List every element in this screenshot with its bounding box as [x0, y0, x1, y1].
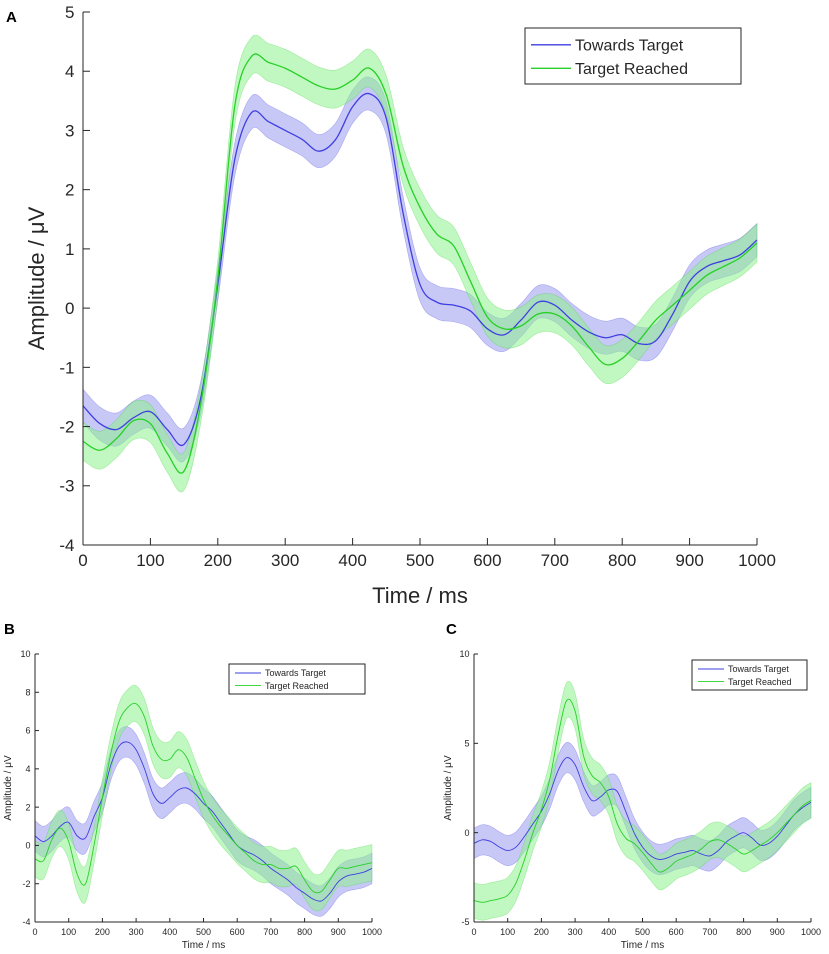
x-tick-label-b: 100 — [61, 927, 76, 937]
y-tick-label-a: -4 — [59, 536, 74, 555]
y-tick-label-a: -2 — [59, 418, 74, 437]
x-tick-label-a: 900 — [675, 551, 703, 570]
x-axis-label-b: Time / ms — [182, 940, 226, 951]
legend-box-a — [524, 27, 742, 85]
x-axis-label-a: Time / ms — [372, 583, 468, 608]
y-tick-label-c: -5 — [461, 917, 469, 927]
series-band-b-1 — [34, 684, 373, 912]
y-tick-label-a: 3 — [65, 121, 74, 140]
panel-label-a: A — [6, 9, 17, 26]
x-tick-label-a: 600 — [473, 551, 501, 570]
series-line-b-1 — [34, 702, 373, 894]
x-tick-label-c: 700 — [702, 927, 717, 937]
x-tick-label-c: 500 — [635, 927, 650, 937]
x-tick-label-b: 300 — [129, 927, 144, 937]
y-tick-label-b: 8 — [25, 687, 30, 697]
x-tick-label-a: 0 — [78, 551, 87, 570]
y-tick-label-b: 6 — [25, 726, 30, 736]
chart-c: 0 100 200 300 400 500 600 700 800 900 1000-50510Ti… — [443, 649, 821, 951]
y-tick-label-b: 4 — [25, 764, 30, 774]
x-tick-label-c: 600 — [669, 927, 684, 937]
series-band-c-1 — [473, 681, 812, 921]
series-line-b-0 — [34, 741, 373, 902]
x-tick-label-a: 400 — [338, 551, 366, 570]
x-tick-label-a: 200 — [204, 551, 232, 570]
y-axis-label-b: Amplitude / μV — [3, 755, 14, 821]
series-line-a-1 — [82, 53, 758, 474]
legend-label-a-0: Towards Target — [575, 38, 684, 55]
panel-label-c: C — [446, 621, 457, 638]
y-tick-label-b: -2 — [22, 879, 30, 889]
legend-b: Towards Target Target Reached — [228, 663, 366, 695]
legend-label-b-1: Target Reached — [265, 681, 329, 691]
y-tick-label-c: 0 — [464, 828, 469, 838]
series-band-a-1 — [82, 34, 758, 493]
x-tick-label-a: 700 — [541, 551, 569, 570]
legend-box-c — [691, 659, 808, 691]
y-tick-label-b: -4 — [22, 917, 30, 927]
x-tick-label-b: 1000 — [362, 927, 382, 937]
x-tick-label-b: 200 — [95, 927, 110, 937]
legend-box-b — [228, 663, 366, 695]
y-axis-label-a: Amplitude / μV — [24, 206, 49, 350]
legend-label-c-0: Towards Target — [728, 664, 789, 674]
x-tick-label-c: 100 — [500, 927, 515, 937]
x-tick-label-c: 1000 — [801, 927, 821, 937]
chart-b: 0 100 200 300 400 500 600 700 800 900 1000 -4 -2 0 2 4 6… — [3, 649, 382, 951]
series-band-a-0 — [82, 76, 758, 463]
legend-c: Towards Target Target Reached — [691, 659, 808, 691]
x-tick-label-b: 400 — [162, 927, 177, 937]
x-tick-label-c: 900 — [770, 927, 785, 937]
x-tick-label-a: 500 — [406, 551, 434, 570]
y-tick-label-a: -1 — [59, 358, 74, 377]
x-tick-label-c: 400 — [601, 927, 616, 937]
y-tick-label-a: 0 — [65, 299, 74, 318]
y-tick-label-a: 1 — [65, 240, 74, 259]
chart-a: 0 100 200 300 400 500 600 700 800 900 1000 -4 -3 -2 -1… — [24, 3, 776, 608]
legend-a: Towards Target Target Reached — [524, 27, 742, 85]
panel-label-b: B — [4, 621, 15, 638]
x-tick-label-c: 300 — [568, 927, 583, 937]
x-tick-label-b: 0 — [32, 927, 37, 937]
x-tick-label-c: 200 — [534, 927, 549, 937]
panel-a: A 0 100 200 300 400 500 600 700 800 900 1000 -4 -3 -2… — [6, 3, 776, 608]
axes-b: 0 100 200 300 400 500 600 700 800 900 1000 -4 -2 0 2 4 6… — [20, 649, 382, 937]
y-tick-label-a: 4 — [65, 62, 74, 81]
x-tick-label-b: 600 — [230, 927, 245, 937]
y-axis-label-c: Amplitude / μV — [443, 755, 454, 821]
y-tick-label-b: 0 — [25, 841, 30, 851]
panel-b: B 0 100 200 300 400 500 600 700 800 900 1000 -4 -2 0 2… — [3, 621, 382, 951]
axes-a: 0 100 200 300 400 500 600 700 800 900 1000 -4 -3 -2 -1… — [59, 3, 776, 570]
y-tick-label-c: 5 — [464, 738, 469, 748]
legend-label-c-1: Target Reached — [728, 677, 792, 687]
y-tick-label-a: 5 — [65, 3, 74, 22]
panel-c: C 0 100 200 300 400 500 600 700 800 900 1000-50510… — [443, 621, 821, 951]
y-tick-label-b: 2 — [25, 802, 30, 812]
series-line-c-0 — [473, 757, 812, 860]
x-tick-label-c: 800 — [736, 927, 751, 937]
legend-label-b-0: Towards Target — [265, 668, 326, 678]
x-axis-label-c: Time / ms — [621, 940, 665, 951]
x-tick-label-a: 300 — [271, 551, 299, 570]
series-line-a-0 — [82, 92, 758, 447]
x-tick-label-b: 500 — [196, 927, 211, 937]
x-tick-label-b: 900 — [331, 927, 346, 937]
x-tick-label-c: 0 — [471, 927, 476, 937]
y-tick-label-a: -3 — [59, 477, 74, 496]
legend-label-a-1: Target Reached — [575, 61, 688, 78]
y-tick-label-c: 10 — [459, 649, 469, 659]
x-tick-label-b: 700 — [263, 927, 278, 937]
y-tick-label-b: 10 — [20, 649, 30, 659]
series-line-c-1 — [473, 698, 812, 903]
x-tick-label-b: 800 — [297, 927, 312, 937]
x-tick-label-a: 100 — [136, 551, 164, 570]
y-tick-label-a: 2 — [65, 181, 74, 200]
x-tick-label-a: 1000 — [738, 551, 776, 570]
x-tick-label-a: 800 — [608, 551, 636, 570]
